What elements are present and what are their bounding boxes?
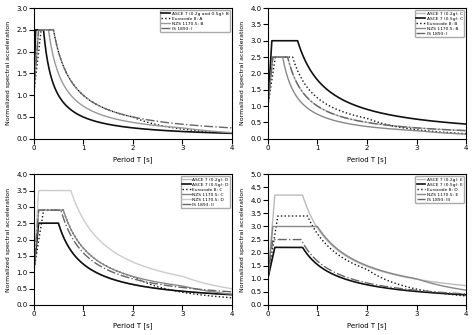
Y-axis label: Normalized spectral acceleration: Normalized spectral acceleration [6, 21, 10, 126]
X-axis label: Period T [s]: Period T [s] [113, 323, 153, 329]
Y-axis label: Normalized spectral acceleration: Normalized spectral acceleration [240, 188, 245, 291]
Legend: ASCE 7 (0.2g): D, ASCE 7 (0.5g): D, Eurocode 8: C, NZS 1170.5: C, NZS 1170.5: D,: ASCE 7 (0.2g): D, ASCE 7 (0.5g): D, Euro… [181, 177, 230, 208]
Y-axis label: Normalized spectral acceleration: Normalized spectral acceleration [240, 21, 245, 126]
Legend: ASCE 7 (0.2g): E, ASCE 7 (0.5g): E, Eurocode 8: D, NZS 1170.5: E, IS 1893: III: ASCE 7 (0.2g): E, ASCE 7 (0.5g): E, Euro… [415, 177, 464, 203]
X-axis label: Period T [s]: Period T [s] [113, 156, 153, 163]
X-axis label: Period T [s]: Period T [s] [347, 156, 387, 163]
Y-axis label: Normalized spectral acceleration: Normalized spectral acceleration [6, 188, 10, 291]
X-axis label: Period T [s]: Period T [s] [347, 323, 387, 329]
Legend: ASCE 7 (0.2g): C, ASCE 7 (0.5g): C, Eurocode 8: B, NZS 1170.5: B, IS 1893: I: ASCE 7 (0.2g): C, ASCE 7 (0.5g): C, Euro… [415, 10, 464, 37]
Legend: ASCE 7 (0.2g and 0.5g): B, Eurocode 8: A, NZS 1170.5: B, IS 1893: I: ASCE 7 (0.2g and 0.5g): B, Eurocode 8: A… [160, 10, 230, 32]
